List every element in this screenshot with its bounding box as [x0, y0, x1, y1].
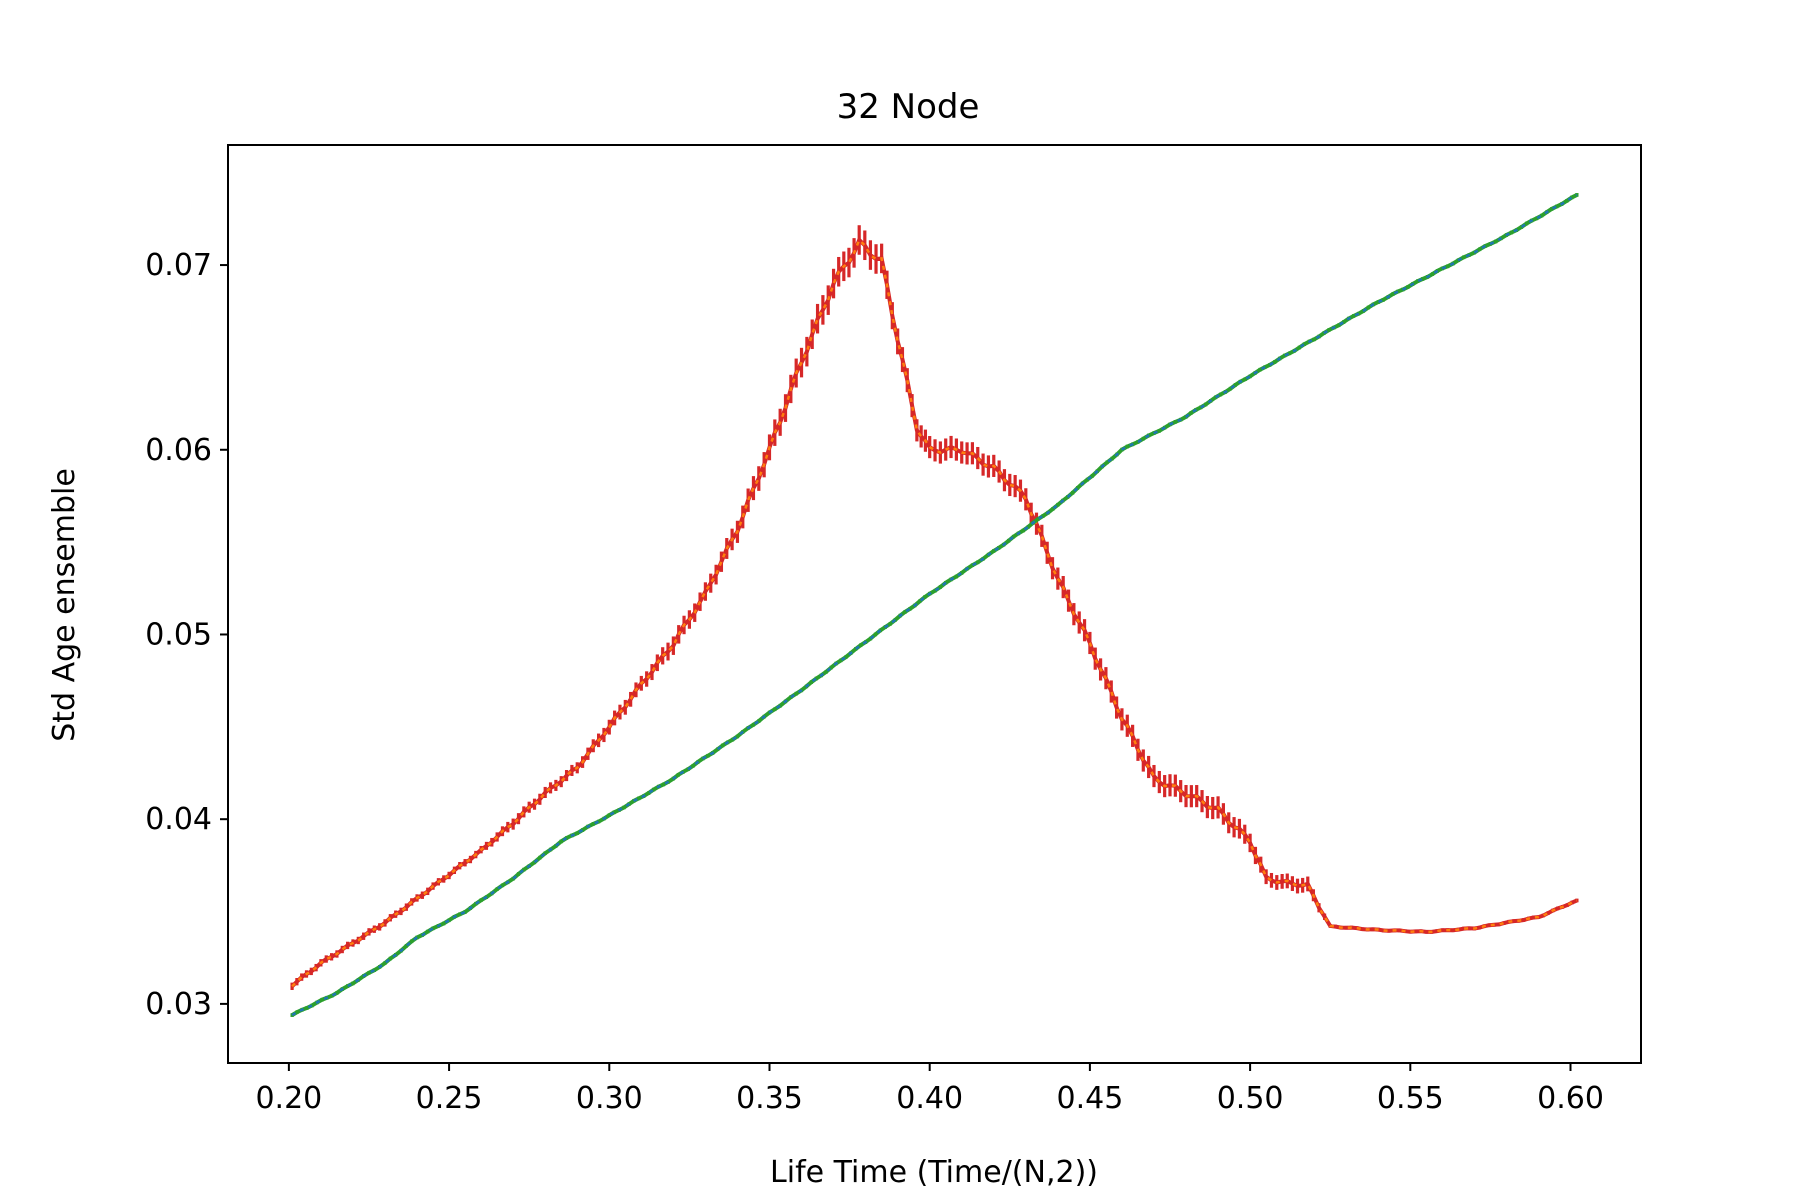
y-axis: 0.03 0.04 0.05 0.06 0.07 — [145, 248, 228, 1022]
x-tick-label: 0.50 — [1217, 1081, 1284, 1116]
x-axis-label: Life Time (Time/(N,2)) — [770, 1155, 1098, 1190]
series-0 — [290, 225, 1579, 991]
chart-title: 32 Node — [837, 87, 980, 127]
x-tick-label: 0.55 — [1377, 1081, 1444, 1116]
plot-frame — [227, 144, 1642, 1064]
series-mean-line — [291, 237, 1578, 988]
x-tick-label: 0.40 — [896, 1081, 963, 1116]
series-line — [290, 236, 1578, 988]
series-layer — [290, 193, 1579, 1017]
x-tick-label: 0.20 — [255, 1081, 322, 1116]
y-tick-label: 0.07 — [145, 248, 212, 283]
x-tick-label: 0.30 — [576, 1081, 643, 1116]
x-tick-label: 0.35 — [736, 1081, 803, 1116]
y-axis-label: Std Age ensemble — [47, 468, 82, 742]
series-mean-line — [291, 193, 1578, 1017]
x-axis: 0.20 0.25 0.30 0.35 0.40 0.45 0.50 0.55 0.60 — [255, 1063, 1604, 1116]
y-tick-label: 0.06 — [145, 433, 212, 468]
x-tick-label: 0.45 — [1056, 1081, 1123, 1116]
x-tick-label: 0.60 — [1537, 1081, 1604, 1116]
series-1 — [290, 193, 1579, 1017]
y-tick-label: 0.05 — [145, 617, 212, 652]
y-tick-label: 0.03 — [145, 987, 212, 1022]
x-tick-label: 0.25 — [416, 1081, 483, 1116]
series-line — [291, 193, 1578, 1017]
y-tick-label: 0.04 — [145, 802, 212, 837]
